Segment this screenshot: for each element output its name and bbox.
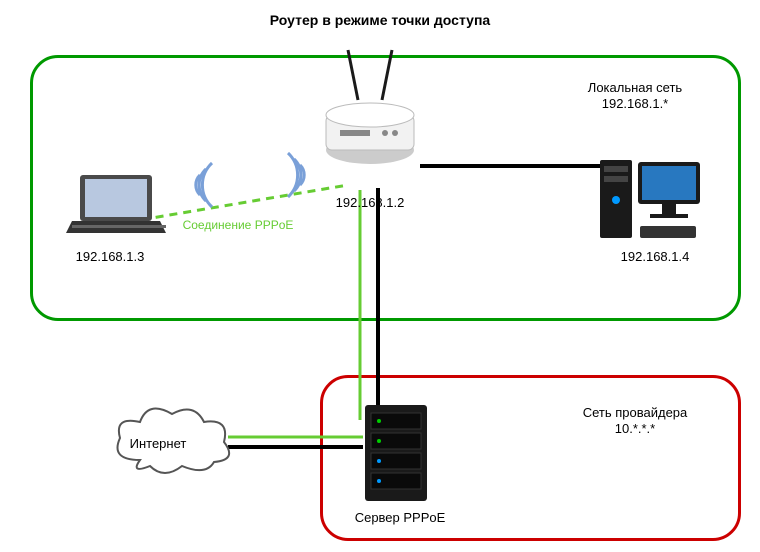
pppoe-connection-label: Соединение PPPoE bbox=[153, 218, 323, 233]
router-ip-label: 192.168.1.2 bbox=[310, 195, 430, 211]
laptop-ip-label: 192.168.1.3 bbox=[50, 249, 170, 265]
cloud-label: Интернет bbox=[108, 436, 208, 452]
desktop-ip-label: 192.168.1.4 bbox=[595, 249, 715, 265]
diagram-title: Роутер в режиме точки доступа bbox=[0, 12, 760, 28]
wan-label: Сеть провайдера 10.*.*.* bbox=[545, 405, 725, 438]
server-label: Сервер PPPoE bbox=[330, 510, 470, 526]
lan-label: Локальная сеть 192.168.1.* bbox=[545, 80, 725, 113]
